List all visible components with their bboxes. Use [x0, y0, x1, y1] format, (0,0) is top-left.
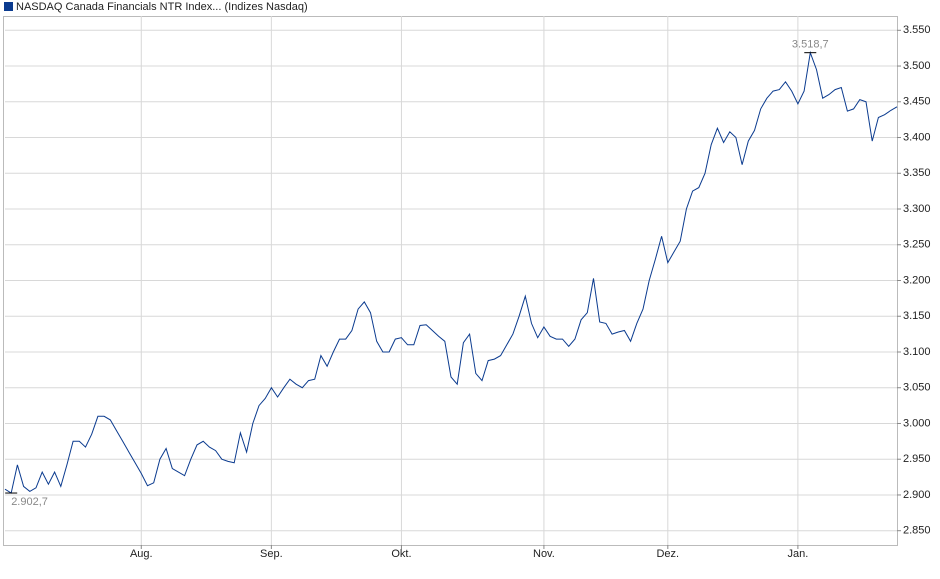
y-tick-label: 2.950	[903, 453, 931, 465]
y-tick-label: 3.500	[903, 60, 931, 72]
y-tick-label: 2.900	[903, 489, 931, 501]
y-tick-label: 3.050	[903, 382, 931, 394]
y-tick-label: 3.000	[903, 417, 931, 429]
annotation-label: 3.518,7	[792, 39, 829, 51]
y-tick-label: 3.350	[903, 167, 931, 179]
annotation-label: 2.902,7	[11, 496, 48, 508]
y-tick-label: 3.400	[903, 131, 931, 143]
x-tick-label: Aug.	[130, 548, 153, 560]
y-tick-label: 3.100	[903, 346, 931, 358]
legend-swatch	[4, 2, 13, 11]
y-tick-label: 3.200	[903, 274, 931, 286]
y-tick-label: 3.550	[903, 24, 931, 36]
x-tick-label: Jan.	[787, 548, 808, 560]
series-line	[4, 50, 898, 494]
y-tick-label: 3.300	[903, 203, 931, 215]
x-tick-label: Nov.	[533, 548, 555, 560]
x-tick-label: Sep.	[260, 548, 283, 560]
y-tick-label: 3.250	[903, 239, 931, 251]
y-tick-label: 2.850	[903, 525, 931, 537]
x-tick-label: Dez.	[656, 548, 679, 560]
y-tick-label: 3.150	[903, 310, 931, 322]
x-tick-label: Okt.	[391, 548, 411, 560]
y-tick-label: 3.450	[903, 96, 931, 108]
legend-label: NASDAQ Canada Financials NTR Index... (I…	[16, 1, 308, 13]
